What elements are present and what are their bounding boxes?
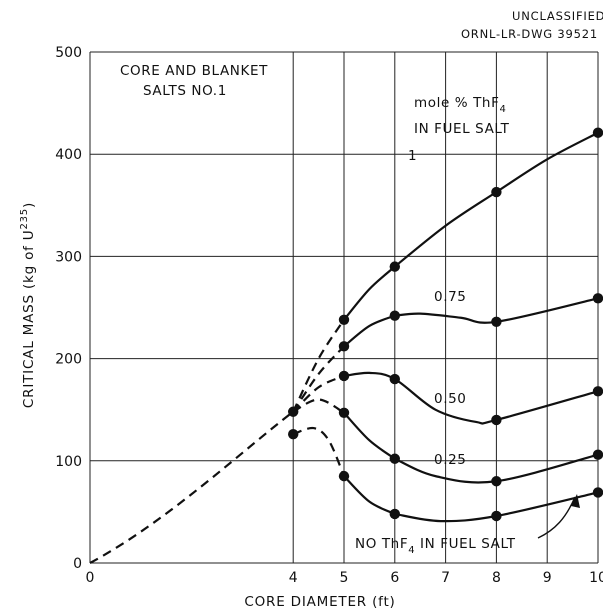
x-tick-label-4: 4 (289, 570, 298, 586)
point-4-1 (339, 471, 349, 481)
point-3-1 (339, 408, 349, 418)
point-2-1 (339, 371, 349, 381)
point-2-4 (593, 386, 603, 396)
point-0-4 (593, 128, 603, 138)
point-2-3 (491, 415, 501, 425)
grid-lines (90, 52, 598, 563)
series-dash-no-thf4 (293, 428, 344, 476)
x-tick-label-8: 8 (492, 570, 501, 586)
x-tick-label-0: 0 (86, 570, 95, 586)
header-drawing-number: ORNL-LR-DWG 39521 (461, 27, 598, 41)
x-tick-label-6: 6 (390, 570, 399, 586)
y-tick-label-0: 0 (73, 556, 82, 572)
tick-labels: 0 100 200 300 400 500 0 4 5 6 7 8 9 10 (55, 45, 603, 586)
x-axis-label: CORE DIAMETER (ft) (244, 594, 395, 610)
point-0-3 (491, 187, 501, 197)
series-line-0-50 (344, 373, 598, 424)
y-axis-label: CRITICAL MASS (kg of U235) (19, 202, 37, 408)
core-blanket-label: CORE AND BLANKET (120, 63, 268, 79)
no-thf-tail: IN FUEL SALT (415, 536, 516, 552)
point-4-4 (593, 487, 603, 497)
y-axis-label-sup: 235 (19, 208, 30, 230)
point-0-2 (390, 261, 400, 271)
x-tick-label-10: 10 (589, 570, 603, 586)
series-label-0-25: 0.25 (434, 452, 466, 468)
y-tick-label-200: 200 (55, 352, 82, 368)
series-label-1: 1 (408, 148, 417, 164)
series-label-no-thf4: NO ThF4 IN FUEL SALT (355, 536, 516, 556)
point-4-2 (390, 509, 400, 519)
legend-mole-text: mole % ThF (414, 95, 499, 111)
legend-in-fuel-salt: IN FUEL SALT (414, 121, 510, 137)
point-3-4 (593, 449, 603, 459)
no-thf-sub: 4 (408, 545, 415, 556)
point-0-1 (339, 315, 349, 325)
point-3-2 (390, 454, 400, 464)
series-dash-0-75 (293, 346, 344, 411)
series-label-0-50: 0.50 (434, 391, 466, 407)
point-0-0 (288, 407, 298, 417)
series-label-0-75: 0.75 (434, 289, 466, 305)
y-tick-label-500: 500 (55, 45, 82, 61)
origin-dashed-line (90, 412, 293, 563)
no-thf-text: NO ThF (355, 536, 408, 552)
point-3-3 (491, 476, 501, 486)
point-1-4 (593, 293, 603, 303)
y-axis-label-main: CRITICAL MASS (kg of U (21, 230, 37, 409)
series-segment-4 (344, 476, 395, 514)
legend-mole-percent: mole % ThF4 (414, 95, 506, 115)
y-tick-label-100: 100 (55, 454, 82, 470)
x-tick-label-7: 7 (441, 570, 450, 586)
point-1-2 (390, 310, 400, 320)
point-2-2 (390, 374, 400, 384)
x-tick-label-9: 9 (543, 570, 552, 586)
y-tick-label-400: 400 (55, 147, 82, 163)
point-4-0 (288, 429, 298, 439)
y-axis-label-tail: ) (21, 202, 37, 208)
series-segment-1 (344, 316, 395, 347)
series-segment-3 (344, 413, 395, 459)
point-4-3 (491, 511, 501, 521)
legend-mole-sub: 4 (499, 104, 506, 115)
header-unclassified: UNCLASSIFIED (512, 9, 603, 23)
point-1-3 (491, 317, 501, 327)
series-dash-0-25 (293, 399, 344, 412)
x-tick-label-5: 5 (340, 570, 349, 586)
salts-label: SALTS NO.1 (143, 83, 227, 99)
point-1-1 (339, 341, 349, 351)
series-segment-0 (344, 267, 395, 320)
y-tick-label-300: 300 (55, 249, 82, 265)
